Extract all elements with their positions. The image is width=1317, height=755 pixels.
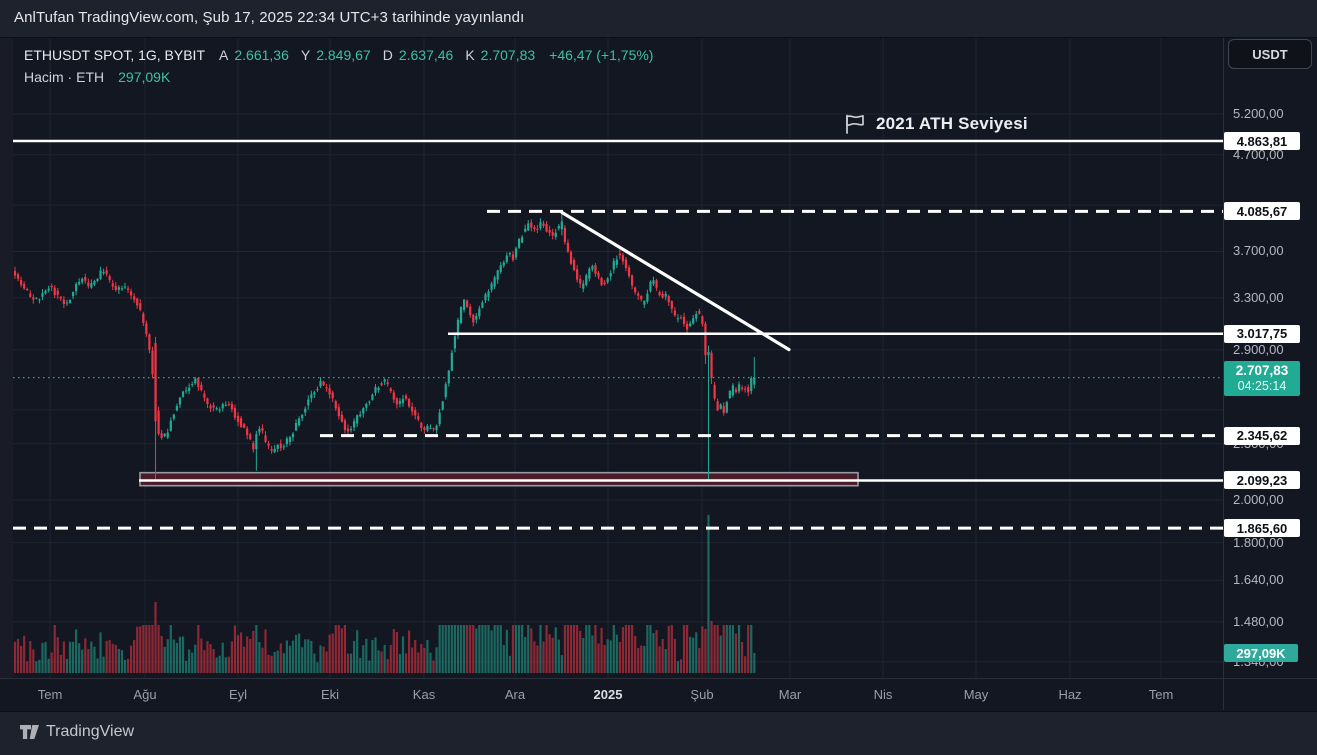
close-value: 2.707,83 <box>480 47 536 63</box>
volume-label: Hacim · ETH <box>24 69 105 85</box>
footer-bar: TradingView <box>0 711 1317 755</box>
candles <box>13 212 756 480</box>
tradingview-logo-icon <box>20 725 39 739</box>
symbol-title: ETHUSDT SPOT, 1G, BYBIT <box>24 47 206 63</box>
volume-value: 297,09K <box>118 69 171 85</box>
volume-bars <box>13 515 756 673</box>
time-axis-label: Şub <box>690 687 714 702</box>
volume-value-badge: 297,09K <box>1224 644 1298 662</box>
open-label: A <box>219 47 229 63</box>
open-value: 2.661,36 <box>234 47 289 63</box>
change-value: +46,47 (+1,75%) <box>549 47 654 63</box>
price-axis[interactable]: 5.200,00 4.700,00 3.700,00 3.300,00 2.900,00… <box>1223 38 1317 678</box>
time-axis-label: Ara <box>504 687 526 702</box>
left-margin <box>0 38 13 678</box>
time-axis[interactable]: Tem Ağu Eyl Eki Kas Ara 2025 Şub Mar Nis May Haz Tem <box>0 679 1223 710</box>
legend-row-main: ETHUSDT SPOT, 1G, BYBIT A 2.661,36 Y 2.849… <box>24 45 653 65</box>
tradingview-link[interactable]: TradingView <box>20 723 134 741</box>
time-axis-label: Tem <box>1148 687 1174 702</box>
time-axis-label: Eki <box>320 687 340 702</box>
price-level-badge: 3.017,75 <box>1224 324 1300 343</box>
currency-toggle-button[interactable]: USDT <box>1228 39 1312 69</box>
price-level-badge: 2.099,23 <box>1224 471 1300 490</box>
current-price-badge: 2.707,83 04:25:14 <box>1224 360 1300 396</box>
time-axis-label: Nis <box>873 687 893 702</box>
price-axis-tick: 1.640,00 <box>1233 572 1284 588</box>
price-level-badge: 1.865,60 <box>1224 519 1300 538</box>
tradingview-logo-text: TradingView <box>46 723 135 740</box>
time-axis-label: Eyl <box>228 687 248 702</box>
time-axis-separator <box>0 678 1317 679</box>
low-value: 2.637,46 <box>398 47 454 63</box>
price-axis-tick: 4.700,00 <box>1233 146 1284 162</box>
descending-trendline[interactable] <box>560 210 791 352</box>
grid-lines <box>13 38 1223 678</box>
high-value: 2.849,67 <box>316 47 371 63</box>
time-axis-label: Kas <box>412 687 436 702</box>
support-zone-box[interactable] <box>139 471 859 487</box>
price-axis-tick: 2.000,00 <box>1233 492 1284 508</box>
publish-bar: AnlTufan TradingView.com, Şub 17, 2025 2… <box>0 0 1317 38</box>
flag-icon <box>846 114 864 134</box>
currency-toggle-label: USDT <box>1252 46 1288 62</box>
symbol-legend: ETHUSDT SPOT, 1G, BYBIT A 2.661,36 Y 2.849… <box>24 45 653 87</box>
price-level-badge: 2.345,62 <box>1224 426 1300 445</box>
price-axis-tick: 1.480,00 <box>1233 613 1284 629</box>
ath-annotation[interactable]: 2021 ATH Seviyesi <box>843 113 1028 135</box>
time-axis-label: 2025 <box>593 687 623 702</box>
high-label: Y <box>300 47 311 63</box>
bar-countdown: 04:25:14 <box>1237 378 1287 393</box>
level-lines <box>13 139 1223 530</box>
price-level-badge: 4.863,81 <box>1224 132 1300 150</box>
price-axis-tick: 1.800,00 <box>1233 534 1284 550</box>
low-label: D <box>382 47 393 63</box>
legend-row-volume: Hacim · ETH 297,09K <box>24 67 653 87</box>
price-axis-tick: 3.700,00 <box>1233 243 1284 259</box>
time-axis-label: Mar <box>778 687 802 702</box>
price-level-badge: 4.085,67 <box>1224 202 1300 221</box>
time-axis-label: Haz <box>1058 687 1082 702</box>
publish-info: AnlTufan TradingView.com, Şub 17, 2025 2… <box>14 9 525 26</box>
close-label: K <box>465 47 475 63</box>
ath-annotation-label: 2021 ATH Seviyesi <box>876 114 1028 133</box>
price-axis-tick: 3.300,00 <box>1233 289 1284 305</box>
time-axis-label: Tem <box>37 687 63 702</box>
time-axis-label: May <box>963 687 989 702</box>
current-price-value: 2.707,83 <box>1235 362 1289 378</box>
price-axis-tick: 5.200,00 <box>1233 106 1284 121</box>
time-axis-label: Ağu <box>133 687 157 702</box>
price-axis-separator <box>1223 38 1224 710</box>
price-axis-tick: 2.900,00 <box>1233 341 1284 357</box>
